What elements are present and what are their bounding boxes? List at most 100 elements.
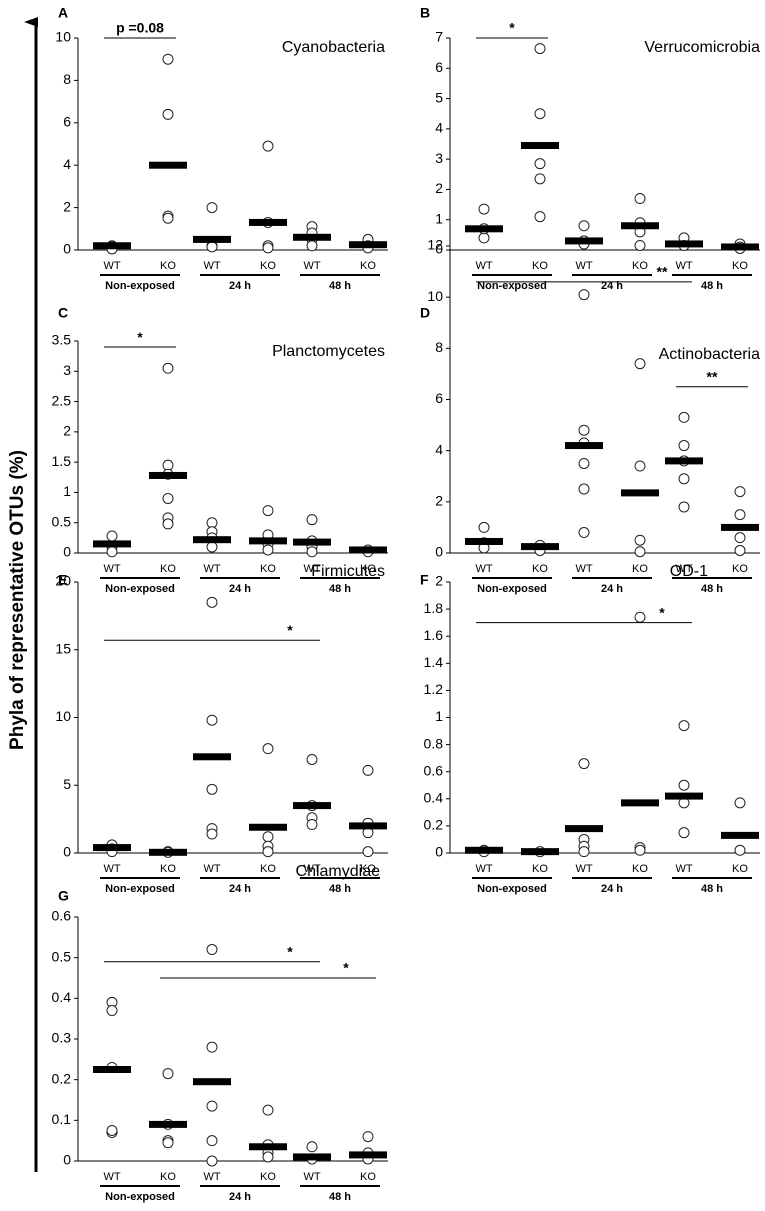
y-tick-label: 1.5 xyxy=(52,453,72,469)
data-point xyxy=(262,743,274,755)
data-point xyxy=(678,473,690,485)
group-label: 24 h xyxy=(229,883,251,895)
group-label: Non-exposed xyxy=(105,583,175,595)
x-tick-label: WT xyxy=(575,563,592,575)
data-point xyxy=(634,611,646,623)
y-tick-label: 4 xyxy=(435,441,443,457)
mean-bar xyxy=(521,142,559,150)
x-tick-label: KO xyxy=(360,563,376,575)
panel-title: Cyanobacteria xyxy=(282,39,385,56)
data-point xyxy=(162,459,174,471)
data-point xyxy=(162,53,174,65)
x-tick-label: KO xyxy=(260,1171,276,1183)
data-point xyxy=(362,846,374,858)
data-point xyxy=(734,532,746,544)
data-point xyxy=(306,240,318,252)
x-tick-label: KO xyxy=(632,260,648,272)
data-point xyxy=(734,544,746,556)
panel-title: Actinobacteria xyxy=(659,346,760,363)
y-tick-label: 2 xyxy=(63,423,71,439)
y-tick-label: 15 xyxy=(55,640,71,656)
mean-bar xyxy=(193,536,231,544)
mean-bar xyxy=(93,844,131,852)
mean-bar xyxy=(665,792,703,800)
data-point xyxy=(206,714,218,726)
data-point xyxy=(206,1135,218,1147)
data-point xyxy=(262,140,274,152)
data-point xyxy=(534,158,546,170)
x-tick-label: KO xyxy=(360,863,376,875)
data-point xyxy=(678,440,690,452)
x-tick-label: KO xyxy=(160,863,176,875)
data-point xyxy=(306,754,318,766)
data-point xyxy=(678,411,690,423)
data-point xyxy=(162,212,174,224)
data-point xyxy=(206,517,218,529)
mean-bar xyxy=(293,233,331,241)
data-point xyxy=(162,1068,174,1080)
y-tick-label: 10 xyxy=(55,708,71,724)
y-tick-label: 4 xyxy=(63,156,71,172)
data-point xyxy=(634,239,646,251)
panel-letter: G xyxy=(58,888,69,904)
x-tick-label: WT xyxy=(203,260,220,272)
x-tick-label: WT xyxy=(103,863,120,875)
x-tick-label: WT xyxy=(575,863,592,875)
significance-label: * xyxy=(287,622,293,638)
x-tick-label: WT xyxy=(103,260,120,272)
data-point xyxy=(162,362,174,374)
x-tick-label: KO xyxy=(632,863,648,875)
y-axis-label: Phyla of representative OTUs (%) xyxy=(7,450,28,750)
x-tick-label: KO xyxy=(260,563,276,575)
x-tick-label: WT xyxy=(675,563,692,575)
mean-bar xyxy=(249,823,287,831)
x-tick-label: WT xyxy=(103,563,120,575)
data-point xyxy=(478,521,490,533)
data-point xyxy=(206,1100,218,1112)
data-point xyxy=(634,546,646,558)
data-point xyxy=(262,505,274,517)
mean-bar xyxy=(293,802,331,810)
mean-bar xyxy=(93,1066,131,1073)
x-tick-label: WT xyxy=(303,260,320,272)
y-tick-label: 5 xyxy=(435,89,443,105)
mean-bar xyxy=(193,235,231,243)
group-label: Non-exposed xyxy=(105,280,175,292)
y-tick-label: 10 xyxy=(55,29,71,45)
y-tick-label: 0 xyxy=(63,1152,71,1168)
mean-bar xyxy=(149,848,187,856)
group-label: 48 h xyxy=(701,883,723,895)
y-tick-label: 0 xyxy=(435,844,443,860)
y-tick-label: 0.6 xyxy=(424,762,444,778)
x-tick-label: KO xyxy=(260,863,276,875)
data-point xyxy=(206,596,218,608)
y-tick-label: 12 xyxy=(427,237,443,253)
data-point xyxy=(734,486,746,498)
x-tick-label: KO xyxy=(160,563,176,575)
x-tick-label: WT xyxy=(203,863,220,875)
group-label: Non-exposed xyxy=(477,583,547,595)
data-point xyxy=(578,758,590,770)
data-point xyxy=(678,779,690,791)
mean-bar xyxy=(249,1143,287,1151)
y-tick-label: 1.2 xyxy=(424,681,444,697)
mean-bar xyxy=(93,242,131,250)
mean-bar xyxy=(665,240,703,248)
data-point xyxy=(262,544,274,556)
significance-label: p =0.08 xyxy=(116,20,164,36)
data-point xyxy=(206,944,218,956)
y-tick-label: 0.5 xyxy=(52,513,72,529)
x-tick-label: KO xyxy=(732,863,748,875)
x-tick-label: KO xyxy=(532,260,548,272)
y-tick-label: 0.4 xyxy=(52,989,72,1005)
data-point xyxy=(206,828,218,840)
data-point xyxy=(634,358,646,370)
panel-title: Verrucomicrobia xyxy=(644,39,760,56)
group-label: 48 h xyxy=(329,280,351,292)
data-point xyxy=(162,108,174,120)
x-tick-label: KO xyxy=(260,260,276,272)
data-point xyxy=(106,546,118,558)
y-tick-label: 2 xyxy=(435,180,443,196)
group-label: Non-exposed xyxy=(477,280,547,292)
